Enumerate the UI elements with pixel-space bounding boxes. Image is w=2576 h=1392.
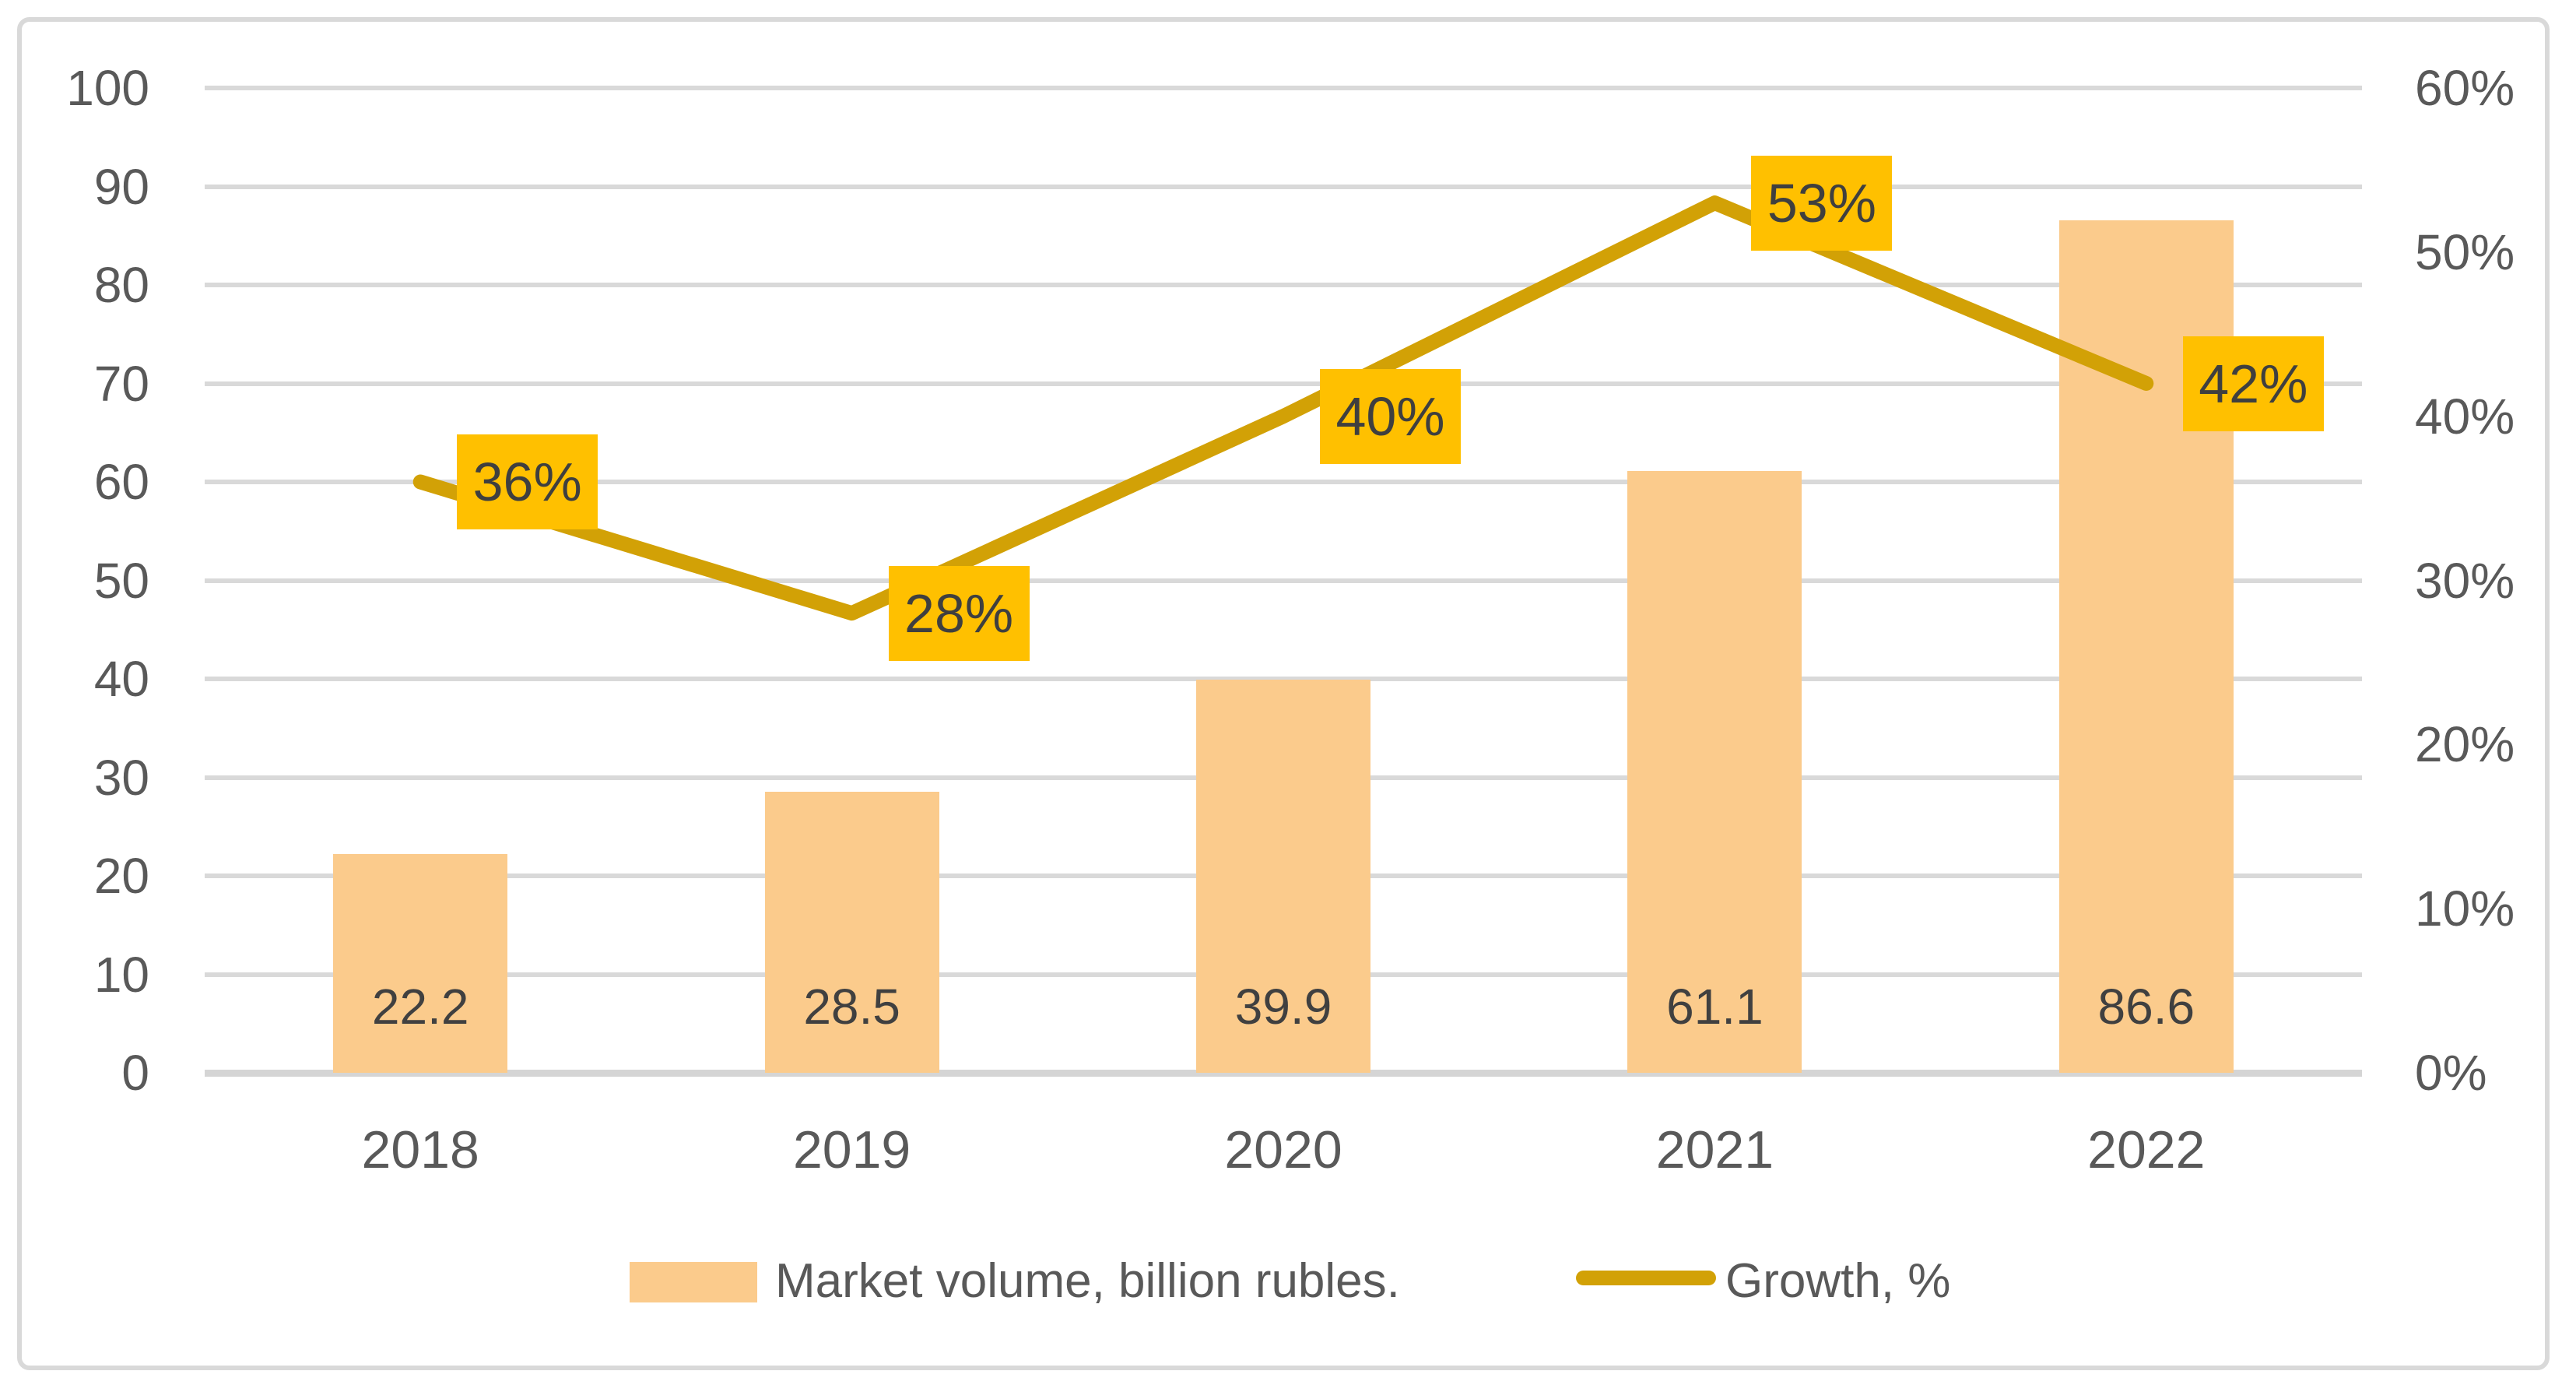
left-axis-tick: 30 [93,749,149,806]
bar-value-label: 22.2 [371,978,469,1035]
gridline [205,86,2362,90]
line-data-label: 40% [1320,368,1461,464]
legend-bar-swatch [630,1262,757,1302]
x-axis-label: 2022 [2087,1120,2206,1179]
x-axis-label: 2018 [361,1120,479,1179]
bar-value-label: 39.9 [1234,978,1332,1035]
left-axis-tick: 60 [93,454,149,510]
right-axis-tick: 50% [2415,223,2515,280]
left-axis-tick: 10 [93,946,149,1003]
left-axis-tick: 50 [93,552,149,609]
right-axis-tick: 30% [2415,552,2515,609]
line-data-label: 53% [1751,155,1893,251]
right-axis-tick: 20% [2415,716,2515,773]
gridline [205,184,2362,189]
growth-line [412,195,2154,621]
bar: 39.9 [1196,680,1370,1073]
left-axis-tick: 100 [66,60,149,116]
legend-line-swatch [1576,1271,1716,1285]
line-data-label: 36% [457,434,598,529]
right-axis-tick: 0% [2415,1045,2487,1101]
left-axis-tick: 40 [93,651,149,707]
line-data-label: 42% [2182,336,2324,431]
right-axis-tick: 40% [2415,388,2515,445]
bar: 61.1 [1627,471,1802,1073]
bar: 28.5 [764,792,939,1073]
gridline [205,677,2362,681]
gridline [205,283,2362,287]
gridline [205,1070,2362,1077]
gridline [205,381,2362,386]
left-axis-tick: 0 [121,1045,149,1101]
gridline [205,480,2362,484]
left-axis-tick: 80 [93,257,149,313]
legend-line-label: Growth, % [1725,1254,1951,1308]
bar-value-label: 28.5 [803,978,900,1035]
legend-bar-label: Market volume, billion rubles. [775,1254,1400,1308]
left-axis-tick: 20 [93,848,149,904]
bar-value-label: 61.1 [1666,978,1764,1035]
bar: 22.2 [333,854,508,1073]
left-axis-tick: 90 [93,158,149,215]
right-axis-tick: 60% [2415,60,2515,116]
x-axis-label: 2021 [1655,1120,1774,1179]
left-axis-tick: 70 [93,355,149,412]
gridline [205,578,2362,583]
bar-value-label: 86.6 [2097,978,2195,1035]
right-axis-tick: 10% [2415,881,2515,937]
figure-border [17,17,2550,1370]
line-data-label: 28% [888,565,1030,661]
x-axis-label: 2019 [792,1120,911,1179]
x-axis-label: 2020 [1224,1120,1342,1179]
